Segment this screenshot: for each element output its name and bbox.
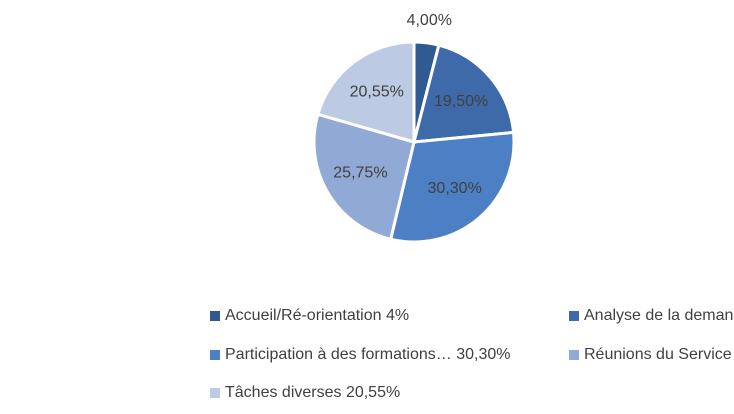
legend-swatch: [210, 350, 220, 360]
data-label: 4,00%: [407, 12, 452, 29]
legend-swatch: [569, 311, 579, 321]
pie-slice: [312, 112, 416, 242]
legend-label: Analyse de la demande 19,5%: [584, 307, 734, 324]
data-label: 19,50%: [434, 93, 488, 110]
legend-label: Accueil/Ré-orientation 4%: [225, 307, 409, 324]
legend-swatch: [569, 350, 579, 360]
pie-slice: [412, 43, 516, 144]
legend-label: Réunions du Service 25,75%: [584, 346, 734, 363]
legend-label: Participation à des formations… 30,30%: [225, 346, 510, 363]
data-label: 20,55%: [350, 84, 404, 101]
data-label: 25,75%: [333, 164, 387, 181]
legend-swatch: [210, 311, 220, 321]
legend-swatch: [210, 388, 220, 398]
pie-slice: [316, 40, 416, 144]
data-label: 30,30%: [428, 180, 482, 197]
legend-label: Tâches diverses 20,55%: [225, 384, 400, 401]
pie-slice: [388, 130, 516, 244]
